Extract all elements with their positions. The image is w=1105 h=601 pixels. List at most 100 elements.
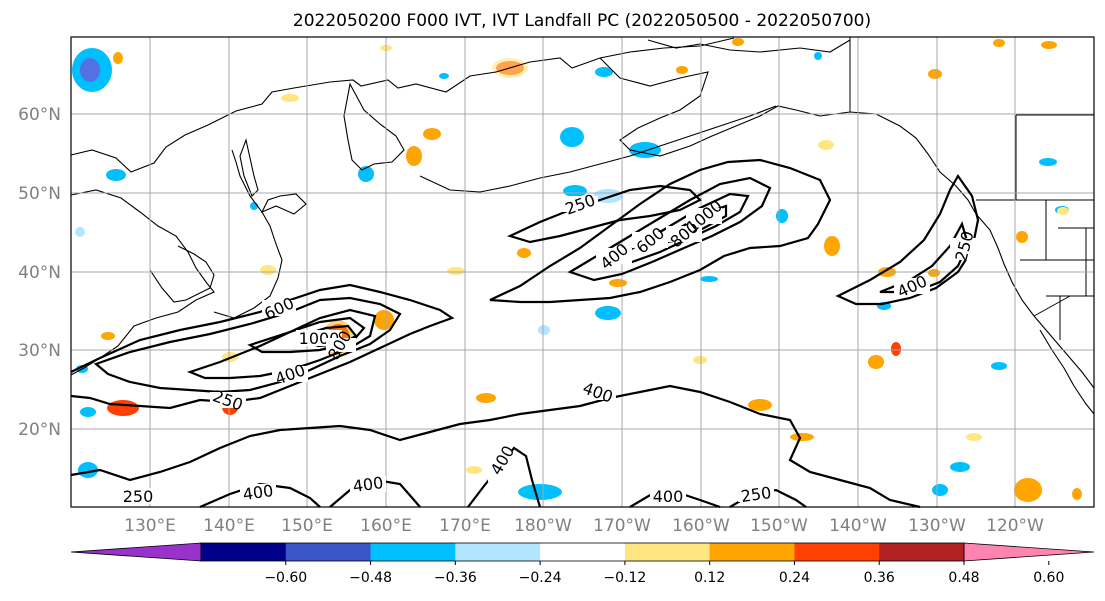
- label-mask: [262, 300, 296, 316]
- lon-label: 130°W: [908, 516, 966, 536]
- shade-patch-yellow: [1041, 41, 1057, 49]
- shade-patch-blue: [814, 52, 822, 60]
- lon-label: 150°E: [281, 516, 333, 536]
- contour-250-west: [70, 283, 455, 410]
- shade-patch-orange: [1016, 231, 1028, 243]
- shade-patch-orange: [748, 399, 772, 411]
- shade-patch-orange: [423, 128, 441, 140]
- shade-patch-blue: [518, 484, 562, 500]
- coastline-alaska: [599, 57, 977, 215]
- shade-patch-orange: [107, 400, 139, 416]
- label-mask: [580, 384, 616, 400]
- lat-label: 60°N: [18, 105, 61, 125]
- shade-patch-yellow: [260, 265, 276, 275]
- map-frame: [70, 36, 1095, 508]
- colorbar-tick-label: −0.24: [519, 570, 562, 586]
- lon-label: 170°E: [439, 516, 491, 536]
- shade-patch-blue: [595, 67, 613, 77]
- border-us-states: [1015, 114, 1094, 340]
- shade-patch-blue: [75, 227, 85, 237]
- contour-600-west: [186, 308, 377, 380]
- colorbar-tick-label: −0.60: [264, 570, 307, 586]
- contour-600-central: [606, 192, 750, 264]
- colorbar-segment: [624, 543, 711, 561]
- shade-patch-orange: [891, 342, 901, 356]
- shade-patch-yellow: [101, 332, 115, 340]
- coastline-hokkaido: [260, 193, 307, 215]
- shade-patch-orange: [374, 310, 394, 330]
- colorbar-tick-label: −0.48: [349, 570, 392, 586]
- shade-patch-blue: [439, 73, 449, 79]
- political-borders: [849, 37, 1094, 340]
- shade-patch-yellow: [966, 433, 982, 441]
- shade-patch-purple: [80, 58, 100, 82]
- colorbar-segment: [794, 543, 880, 561]
- colorbar-segment: [540, 543, 626, 561]
- lat-axis: 60°N 50°N 40°N 30°N 20°N: [18, 105, 61, 440]
- contour-800-west: [247, 316, 366, 354]
- lat-label: 40°N: [18, 263, 61, 283]
- colorbar-tick-label: 0.36: [864, 570, 895, 586]
- lon-label: 150°W: [750, 516, 808, 536]
- shade-patch-yellow: [466, 466, 482, 474]
- shade-patch-orange: [868, 355, 884, 369]
- colorbar-extend-low: [70, 542, 202, 562]
- shade-patch-yellow: [818, 140, 834, 150]
- lat-label: 30°N: [18, 341, 61, 361]
- label-mask: [272, 366, 308, 382]
- colorbar-segment: [879, 543, 965, 561]
- colorbar: −0.60 −0.48 −0.36 −0.24 −0.12 0.12 0.24 0.36 0.4…: [70, 542, 1095, 586]
- shade-patch-blue: [1039, 158, 1057, 166]
- label-mask: [350, 476, 386, 492]
- contour-400-west: [93, 296, 402, 394]
- shade-patch-blue: [80, 407, 96, 417]
- label-mask: [562, 196, 598, 212]
- shade-patch-blue: [595, 306, 621, 320]
- label-mask: [210, 392, 246, 408]
- shade-patch-yellow: [928, 269, 940, 277]
- coastline-kamchatka: [343, 82, 405, 171]
- contour-400-central: [567, 176, 772, 282]
- shade-patch-blue: [991, 362, 1007, 370]
- shade-patch-blue: [700, 276, 718, 282]
- shade-patch-yellow: [609, 279, 627, 287]
- label-mask: [120, 488, 156, 504]
- shade-patch-yellow: [1057, 207, 1069, 215]
- contour-400-south-mid: [329, 478, 421, 508]
- shade-patch-blue: [106, 169, 126, 181]
- shade-patch-yellow: [676, 66, 688, 74]
- shade-patch-yellow: [447, 267, 465, 275]
- lon-label: 120°W: [986, 516, 1044, 536]
- shade-patch-orange: [1072, 488, 1082, 500]
- colorbar-segment: [709, 543, 795, 561]
- shade-patch-blue: [950, 462, 970, 472]
- shade-patch-blue: [932, 484, 948, 496]
- coastlines: [70, 37, 1095, 415]
- colorbar-frame: [200, 542, 965, 562]
- shade-patch-orange: [790, 433, 814, 441]
- map-panel: 600 1000 800 400 250 250 400 400 600 800…: [70, 36, 1095, 509]
- colorbar-tick-label: 0.60: [1033, 570, 1064, 586]
- label-mask: [488, 450, 512, 482]
- coastline-asia: [70, 37, 735, 173]
- shade-patch-yellow: [113, 52, 123, 64]
- label-mask: [950, 238, 978, 260]
- colorbar-tick-label: 0.24: [779, 570, 810, 586]
- shade-patch-blue: [560, 127, 584, 147]
- shade-patch-orange: [1014, 478, 1042, 502]
- shade-patch-blue: [563, 185, 587, 197]
- lon-label: 160°W: [672, 516, 730, 536]
- contour-250-east: [835, 173, 980, 306]
- shade-patch-orange: [824, 236, 840, 256]
- lon-axis: 130°E 140°E 150°E 160°E 170°E 180°W 170°…: [124, 516, 1044, 536]
- lat-label: 50°N: [18, 184, 61, 204]
- colorbar-tick-label: 0.12: [694, 570, 725, 586]
- label-mask: [596, 248, 632, 264]
- contour-label: 250: [740, 483, 773, 506]
- colorbar-segment: [285, 543, 372, 561]
- colorbar-segment: [201, 543, 287, 561]
- label-mask: [326, 338, 356, 352]
- contour-label: 400: [653, 487, 684, 506]
- colorbar-tick-label: −0.36: [434, 570, 477, 586]
- contour-label: 400: [242, 481, 275, 504]
